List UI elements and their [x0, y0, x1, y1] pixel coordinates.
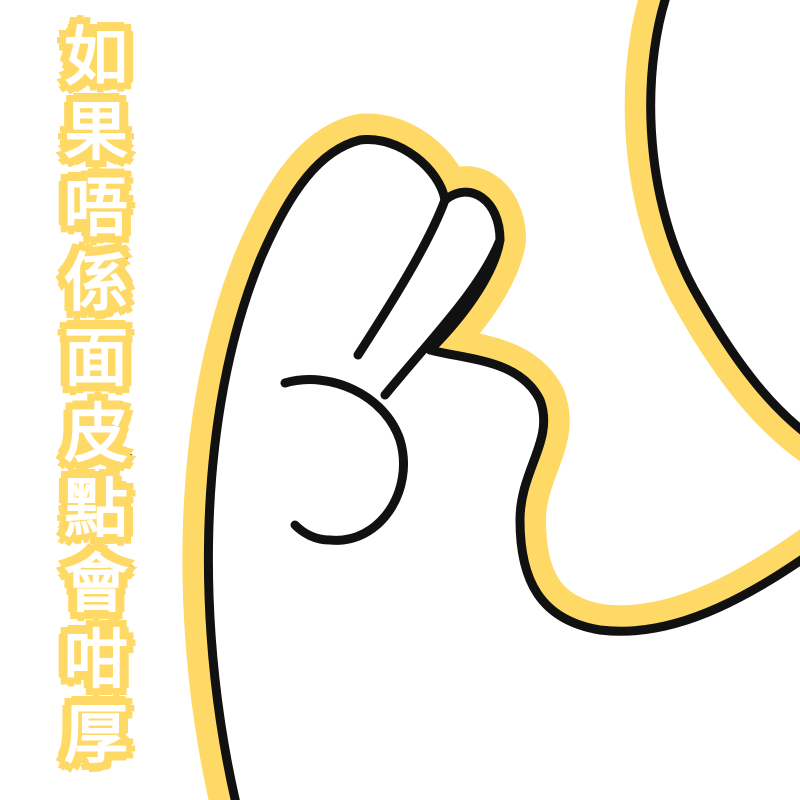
- caption-char: 係: [62, 245, 131, 322]
- caption-char: 厚: [62, 697, 131, 774]
- caption-char: 面: [62, 321, 131, 398]
- caption-char: 點: [62, 471, 131, 548]
- caption-char: 唔: [62, 170, 131, 247]
- caption-char: 咁: [62, 622, 131, 699]
- finger-crease-2: [380, 235, 505, 400]
- head-outline: [646, 0, 800, 435]
- hand-lines: [203, 0, 800, 800]
- ok-ring: [280, 375, 408, 545]
- hand-fill: [208, 0, 800, 800]
- caption-char: 如: [62, 20, 131, 97]
- caption-char: 會: [62, 547, 131, 624]
- caption-char: 果: [62, 95, 131, 172]
- caption-vertical: 如 果 唔 係 面 皮 點 會 咁 厚: [36, 20, 156, 775]
- caption-char: 皮: [62, 396, 131, 473]
- finger-crease-1: [353, 195, 450, 360]
